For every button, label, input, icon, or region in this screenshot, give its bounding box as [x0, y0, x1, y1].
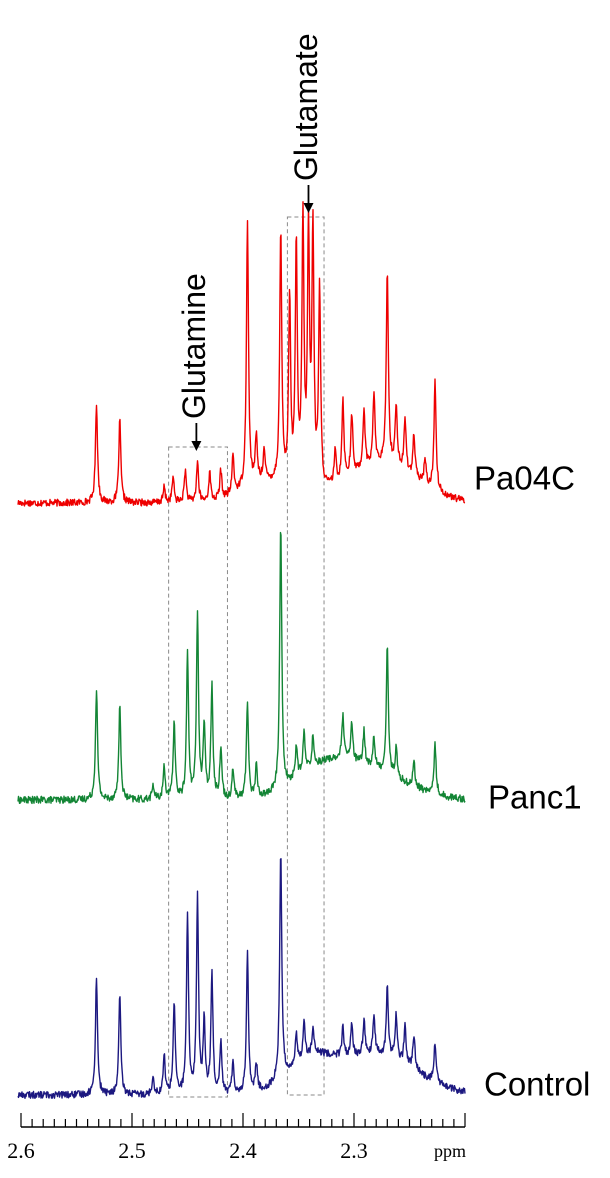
spectrum-line-control [17, 858, 466, 1100]
x-axis: 2.6 2.5 2.4 2.3 ppm [7, 1113, 466, 1163]
x-tick-label: 2.5 [118, 1138, 146, 1163]
arrowhead-glutamate [303, 203, 314, 213]
annotation-labels: Glutamine Glutamate [176, 33, 324, 451]
sample-labels: Pa04C Panc1 Control [474, 460, 590, 1103]
x-tick-label: 2.3 [340, 1138, 368, 1163]
spectrum-line-pa04c [17, 201, 466, 507]
annotation-box-glutamine [168, 446, 228, 1098]
x-tick-label: 2.4 [229, 1138, 257, 1163]
sample-label-control: Control [484, 1066, 590, 1103]
sample-label-pa04c: Pa04C [474, 460, 575, 497]
arrowhead-glutamine [191, 441, 202, 451]
annotation-label-glutamine: Glutamine [176, 273, 212, 419]
sample-label-panc1: Panc1 [488, 779, 582, 816]
x-axis-unit-label: ppm [434, 1141, 466, 1161]
x-tick-label: 2.6 [7, 1138, 35, 1163]
spectrum-line-panc1 [17, 531, 466, 805]
annotation-box-glutamate [286, 216, 325, 1096]
annotation-label-glutamate: Glutamate [288, 33, 324, 181]
spectra [17, 201, 466, 1100]
